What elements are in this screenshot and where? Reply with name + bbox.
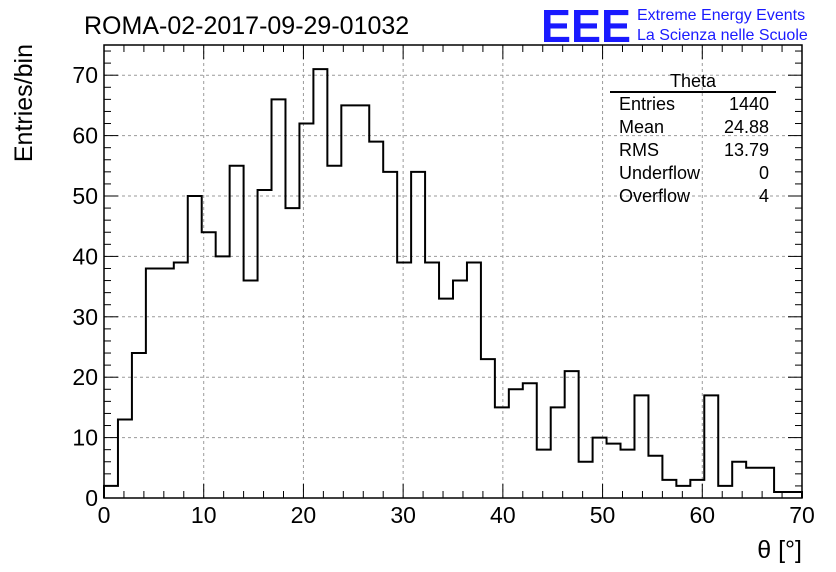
stats-label: Mean (619, 117, 664, 137)
y-tick-label: 40 (72, 243, 98, 269)
y-tick-label: 60 (72, 123, 98, 149)
y-tick-label: 0 (85, 485, 98, 511)
plot-frame (103, 44, 803, 499)
x-tick-label: 70 (789, 502, 815, 528)
stats-label: Underflow (619, 163, 701, 183)
histogram-line (103, 68, 803, 498)
eee-logo-line2: La Scienza nelle Scuole (637, 27, 808, 44)
y-tick-label: 20 (72, 364, 98, 390)
eee-logo: EEE Extreme Energy Events La Scienza nel… (541, 0, 808, 52)
x-tick-label: 30 (390, 502, 416, 528)
x-tick-label: 60 (689, 502, 715, 528)
stats-title: Theta (670, 71, 717, 91)
stats-value: 13.79 (724, 140, 769, 160)
grid-lines (104, 45, 802, 498)
x-tick-labels: 0 10 20 30 40 50 60 70 (98, 502, 815, 528)
y-axis-label: Entries/bin (10, 44, 38, 162)
stats-value: 24.88 (724, 117, 769, 137)
y-tick-label: 10 (72, 425, 98, 451)
y-tick-label: 70 (72, 62, 98, 88)
stats-label: RMS (619, 140, 659, 160)
stats-box: Theta Entries 1440 Mean 24.88 RMS 13.79 … (610, 71, 776, 206)
x-tick-label: 50 (590, 502, 616, 528)
axis-ticks (103, 45, 803, 499)
x-tick-label: 0 (98, 502, 111, 528)
y-tick-label: 50 (72, 183, 98, 209)
y-tick-label: 30 (72, 304, 98, 330)
x-tick-label: 10 (191, 502, 217, 528)
stats-label: Entries (619, 94, 675, 114)
stats-value: 0 (759, 163, 769, 183)
x-axis-label: θ [°] (757, 536, 802, 564)
stats-value: 1440 (729, 94, 769, 114)
x-tick-label: 20 (291, 502, 317, 528)
y-tick-labels: 0 10 20 30 40 50 60 70 (72, 62, 98, 511)
x-tick-label: 40 (490, 502, 516, 528)
stats-value: 4 (759, 186, 769, 206)
stats-label: Overflow (619, 186, 691, 206)
chart-title: ROMA-02-2017-09-29-01032 (84, 12, 409, 40)
eee-logo-line1: Extreme Energy Events (637, 7, 805, 24)
eee-logo-text: EEE (541, 0, 631, 52)
